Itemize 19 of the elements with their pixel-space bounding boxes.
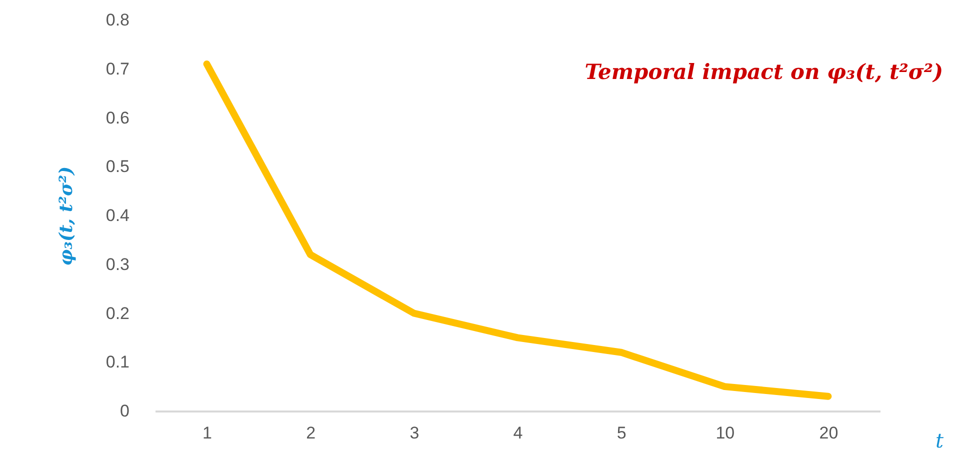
x-tick-label: 2: [306, 424, 316, 442]
y-tick-label: 0.4: [106, 206, 130, 225]
y-tick-label: 0.8: [106, 10, 130, 30]
x-axis-title: t: [936, 428, 944, 452]
y-tick-label: 0.5: [106, 157, 130, 176]
x-tick-label: 4: [513, 424, 523, 442]
x-tick-label: 3: [410, 424, 420, 442]
y-tick-label: 0.1: [106, 352, 130, 372]
y-tick-label: 0: [120, 402, 130, 420]
x-tick-label: 1: [202, 424, 212, 442]
x-tick-label: 5: [616, 424, 626, 442]
x-tick-label: 10: [716, 424, 735, 442]
x-tick-label: 20: [819, 424, 838, 442]
text: Temporal impact on φ₃(t, t²σ²): [584, 59, 944, 84]
y-tick-label: 0.3: [106, 254, 130, 274]
y-tick-label: 0.6: [106, 108, 130, 128]
y-tick-label: 0.7: [106, 59, 130, 78]
y-tick-label: 0.2: [106, 304, 130, 323]
y-axis-title: φ₃(t, t²σ²): [56, 166, 77, 266]
